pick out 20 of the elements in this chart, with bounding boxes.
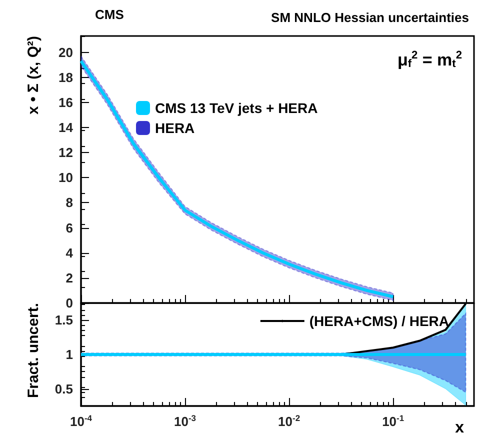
y-tick-label: 12 xyxy=(58,145,73,160)
y-axis-title: x • Σ (x, Q²) xyxy=(25,36,42,114)
y-tick-label: 2 xyxy=(66,270,73,286)
y-tick-label: 14 xyxy=(58,120,74,136)
y-tick-label: 0.5 xyxy=(54,381,73,396)
y-axis-title: Fract. uncert. xyxy=(25,303,42,398)
y-tick-label: 1.5 xyxy=(54,312,73,328)
y-tick-label: 16 xyxy=(58,94,73,110)
chart-title: SM NNLO Hessian uncertainties xyxy=(271,10,470,25)
y-tick-label: 8 xyxy=(66,195,73,210)
x-axis-title: x xyxy=(455,420,464,436)
text: CMS xyxy=(95,7,124,22)
y-tick-label: 1 xyxy=(66,347,73,362)
y-tick-label: 20 xyxy=(58,44,73,60)
y-tick-label: 6 xyxy=(66,220,73,236)
y-tick-label: 4 xyxy=(66,245,74,260)
y-tick-label: 10 xyxy=(58,170,73,186)
y-tick-label: 18 xyxy=(58,70,73,85)
y-tick-label: 0 xyxy=(66,296,73,310)
legend-label: (HERA+CMS) / HERA xyxy=(309,313,450,329)
